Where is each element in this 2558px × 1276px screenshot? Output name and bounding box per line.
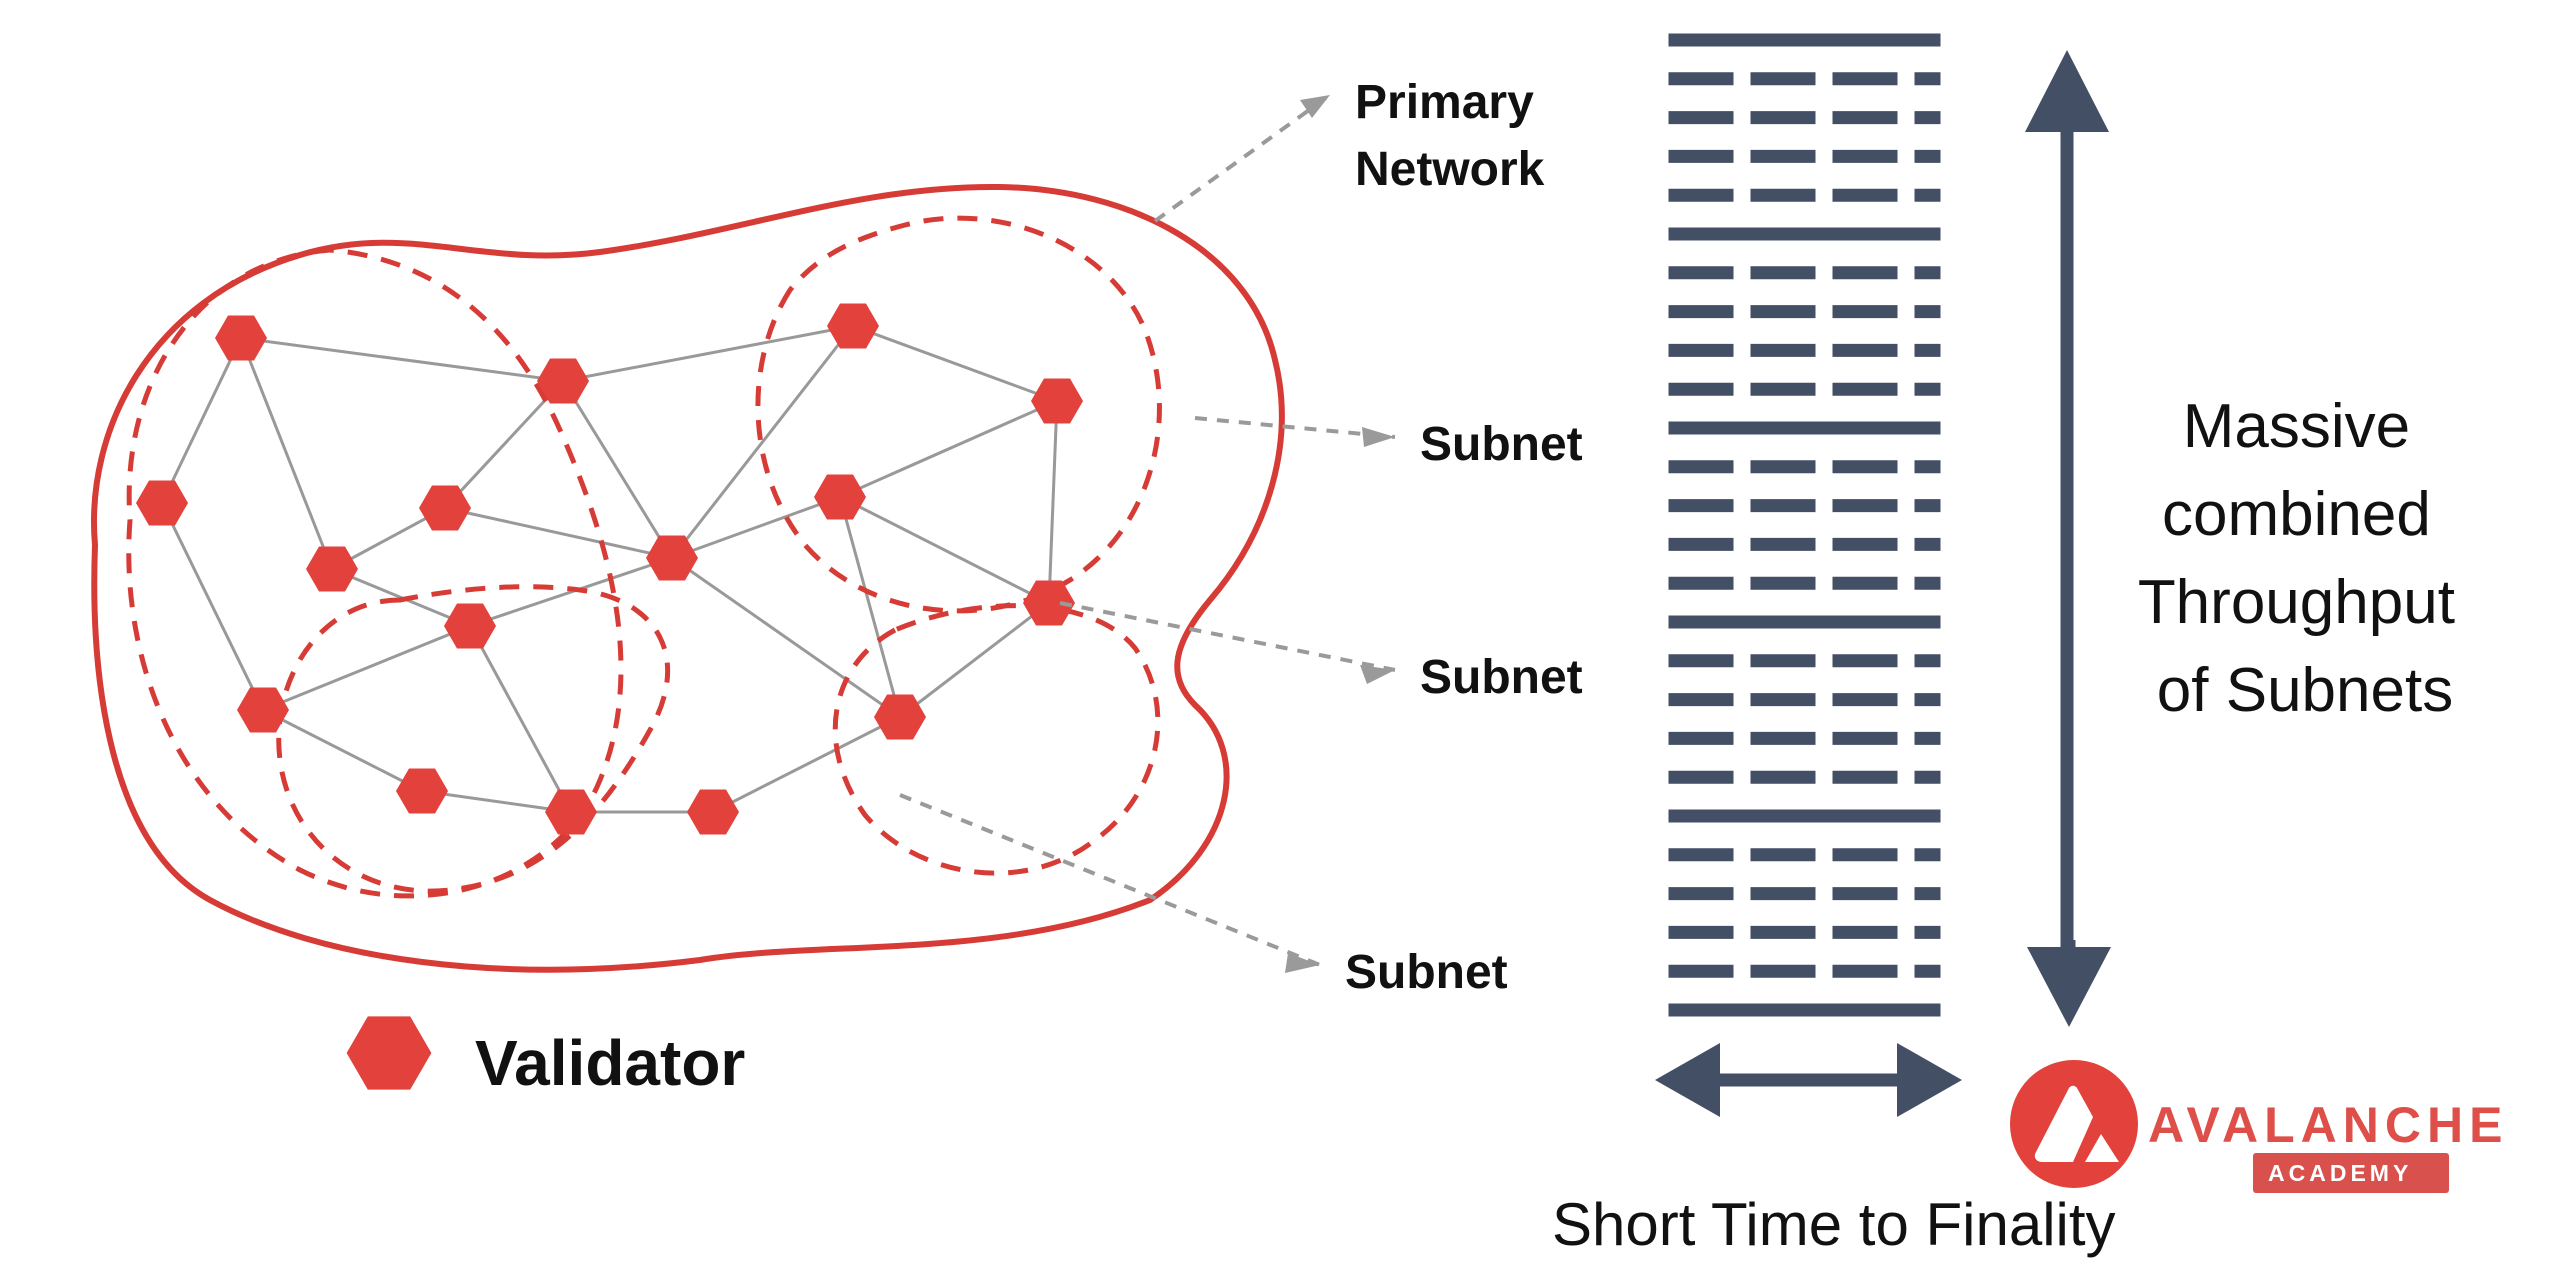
svg-text:Subnet: Subnet — [1420, 651, 1583, 704]
svg-text:Validator: Validator — [475, 1027, 745, 1099]
svg-text:Massive combined T: Massive combined Throughput of Subnets — [2138, 392, 2472, 725]
svg-text:Subnet: Subnet — [1420, 418, 1583, 471]
svg-text:ACADEMY: ACADEMY — [2268, 1160, 2412, 1186]
svg-text:Primary: Primary — [1355, 76, 1534, 129]
svg-text:Subnet: Subnet — [1345, 946, 1508, 999]
svg-text:AVALANCHE: AVALANCHE — [2148, 1097, 2508, 1153]
svg-text:Network: Network — [1355, 143, 1545, 196]
svg-text:Short Time to Finality: Short Time to Finality — [1552, 1191, 2116, 1258]
